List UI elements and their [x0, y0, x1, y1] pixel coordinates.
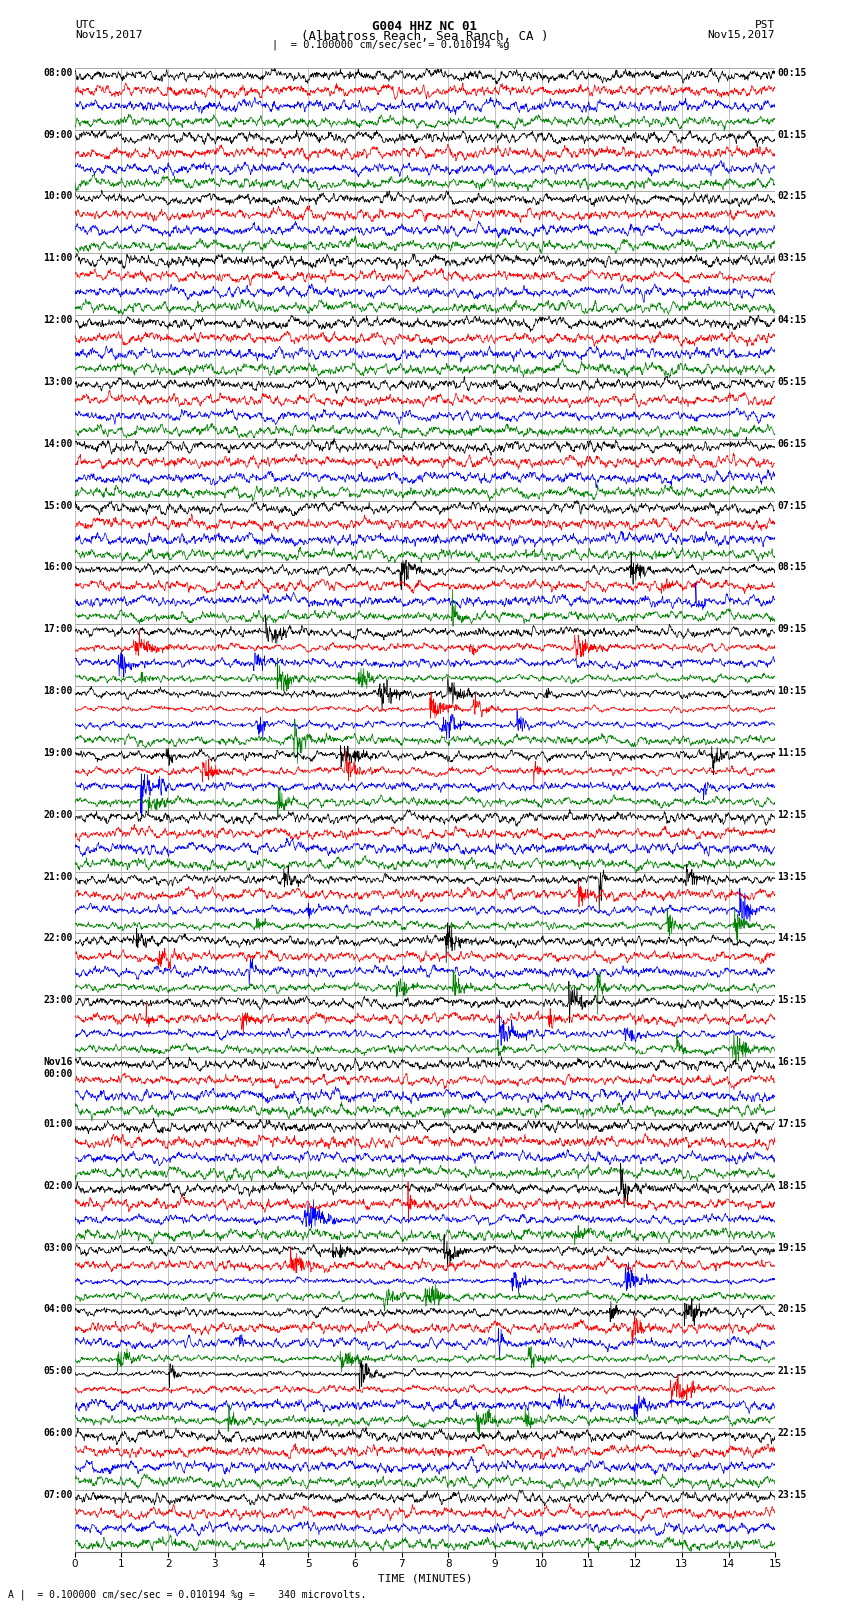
Text: 13:15: 13:15	[777, 871, 807, 882]
Text: 03:00: 03:00	[43, 1242, 73, 1253]
Text: 19:00: 19:00	[43, 748, 73, 758]
Text: 20:15: 20:15	[777, 1305, 807, 1315]
Text: 13:00: 13:00	[43, 377, 73, 387]
Text: 09:15: 09:15	[777, 624, 807, 634]
Text: 20:00: 20:00	[43, 810, 73, 819]
X-axis label: TIME (MINUTES): TIME (MINUTES)	[377, 1574, 473, 1584]
Text: 12:00: 12:00	[43, 315, 73, 326]
Text: 22:00: 22:00	[43, 934, 73, 944]
Text: 12:15: 12:15	[777, 810, 807, 819]
Text: 04:00: 04:00	[43, 1305, 73, 1315]
Text: G004 HHZ NC 01: G004 HHZ NC 01	[372, 19, 478, 34]
Text: 07:15: 07:15	[777, 500, 807, 511]
Text: 15:15: 15:15	[777, 995, 807, 1005]
Text: 21:15: 21:15	[777, 1366, 807, 1376]
Text: 21:00: 21:00	[43, 871, 73, 882]
Text: |  = 0.100000 cm/sec/sec = 0.010194 %g: | = 0.100000 cm/sec/sec = 0.010194 %g	[272, 39, 510, 50]
Text: 02:15: 02:15	[777, 192, 807, 202]
Text: 03:15: 03:15	[777, 253, 807, 263]
Text: 07:00: 07:00	[43, 1490, 73, 1500]
Text: Nov15,2017: Nov15,2017	[708, 31, 775, 40]
Text: UTC: UTC	[75, 19, 95, 31]
Text: 22:15: 22:15	[777, 1428, 807, 1439]
Text: 08:15: 08:15	[777, 563, 807, 573]
Text: 14:15: 14:15	[777, 934, 807, 944]
Text: 18:15: 18:15	[777, 1181, 807, 1190]
Text: 10:15: 10:15	[777, 686, 807, 697]
Text: 02:00: 02:00	[43, 1181, 73, 1190]
Text: 10:00: 10:00	[43, 192, 73, 202]
Text: PST: PST	[755, 19, 775, 31]
Text: (Albatross Reach, Sea Ranch, CA ): (Albatross Reach, Sea Ranch, CA )	[301, 31, 549, 44]
Text: Nov16
00:00: Nov16 00:00	[43, 1057, 73, 1079]
Text: 19:15: 19:15	[777, 1242, 807, 1253]
Text: 06:15: 06:15	[777, 439, 807, 448]
Text: A |  = 0.100000 cm/sec/sec = 0.010194 %g =    340 microvolts.: A | = 0.100000 cm/sec/sec = 0.010194 %g …	[8, 1589, 367, 1600]
Text: 04:15: 04:15	[777, 315, 807, 326]
Text: 01:00: 01:00	[43, 1119, 73, 1129]
Text: 23:15: 23:15	[777, 1490, 807, 1500]
Text: 17:15: 17:15	[777, 1119, 807, 1129]
Text: 23:00: 23:00	[43, 995, 73, 1005]
Text: 09:00: 09:00	[43, 129, 73, 140]
Text: Nov15,2017: Nov15,2017	[75, 31, 142, 40]
Text: 05:00: 05:00	[43, 1366, 73, 1376]
Text: 08:00: 08:00	[43, 68, 73, 77]
Text: 06:00: 06:00	[43, 1428, 73, 1439]
Text: 16:00: 16:00	[43, 563, 73, 573]
Text: 17:00: 17:00	[43, 624, 73, 634]
Text: 11:00: 11:00	[43, 253, 73, 263]
Text: 11:15: 11:15	[777, 748, 807, 758]
Text: 01:15: 01:15	[777, 129, 807, 140]
Text: 00:15: 00:15	[777, 68, 807, 77]
Text: 05:15: 05:15	[777, 377, 807, 387]
Text: 18:00: 18:00	[43, 686, 73, 697]
Text: 16:15: 16:15	[777, 1057, 807, 1068]
Text: 14:00: 14:00	[43, 439, 73, 448]
Text: 15:00: 15:00	[43, 500, 73, 511]
